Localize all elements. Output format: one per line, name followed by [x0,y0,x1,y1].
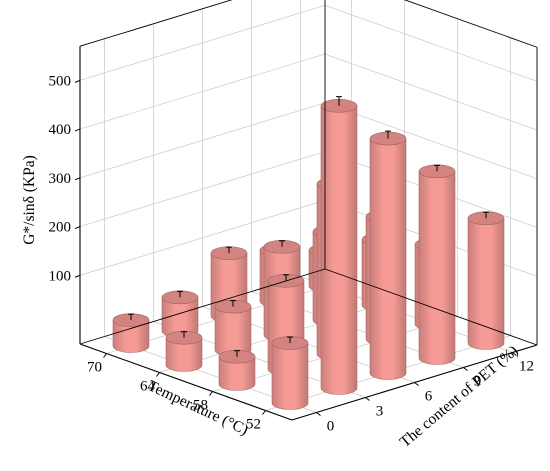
y-tick-label: 3 [376,404,384,420]
bar-body [467,217,505,350]
wall-edge [79,0,233,47]
z-axis-label: G*/sinδ (KPa) [21,155,38,245]
bar-body [165,337,203,372]
bar [320,96,358,395]
y-axis-label: The content of PET (%) [397,342,522,451]
y-tick-label: 9 [474,374,482,390]
grid-lines [79,0,538,413]
x-tick [156,372,160,377]
wall-grid-line [324,5,538,82]
axes: 100 200 300 400 500 52 58 64 70 0 3 6 9 12 [49,0,538,435]
y-tick-label: 0 [327,419,335,435]
x-tick-label: 64 [140,379,156,395]
z-tick-label: 200 [49,220,72,236]
x-tick [262,410,266,415]
y-tick-label: 12 [519,359,534,375]
z-tick-label: 500 [49,73,72,89]
x-tick-label: 58 [193,398,208,414]
bar-body [214,306,252,357]
bar [112,313,150,353]
bar [369,130,407,380]
wall-grid-line [324,102,538,180]
x-tick-label: 70 [87,360,102,376]
bar-body [418,171,456,365]
z-tick-label: 300 [49,171,72,187]
bars [112,96,505,410]
bar [165,330,203,372]
z-tick [74,274,81,278]
bar [218,349,256,391]
bar-body [320,105,358,395]
bar-body [369,138,407,380]
z-tick-label: 400 [49,122,72,138]
y-tick-label: 6 [425,389,433,405]
z-tick [74,177,81,181]
x-tick [209,391,213,396]
bar [214,299,252,357]
x-tick-label: 52 [246,417,261,433]
x-tick [103,353,107,358]
bar-body [218,356,256,391]
z-tick [74,226,81,230]
bar-body [271,342,309,410]
floor-edge [324,268,538,346]
bar [467,211,505,350]
z-tick-label: 100 [49,268,72,284]
wall-grid-line [324,53,538,131]
z-tick [74,79,81,83]
bar-body [112,319,150,353]
y-tick [414,382,419,386]
bar [161,290,199,338]
x-axis-line [79,343,293,421]
wall-edge [403,0,538,48]
bar [418,164,456,365]
z-tick [74,128,81,132]
y-tick [512,352,517,356]
floor-edge [79,268,326,345]
y-tick [463,367,468,371]
y-tick [316,412,321,416]
bar [271,336,309,410]
y-tick [365,397,370,401]
